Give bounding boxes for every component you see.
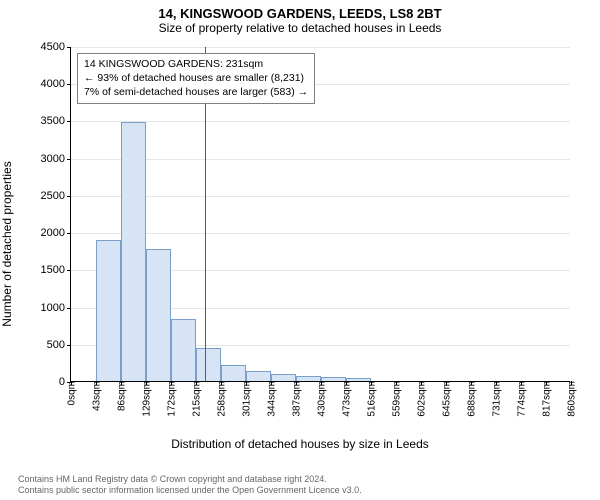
x-tick-label: 817sqm xyxy=(540,381,553,417)
x-tick-label: 43sqm xyxy=(90,381,103,411)
y-tick-label: 500 xyxy=(47,339,71,351)
y-tick-label: 3000 xyxy=(41,153,71,165)
x-tick-label: 731sqm xyxy=(490,381,503,417)
x-tick-label: 645sqm xyxy=(440,381,453,417)
annotation-line1: 14 KINGSWOOD GARDENS: 231sqm xyxy=(84,57,308,71)
x-tick-label: 86sqm xyxy=(115,381,128,411)
gridline xyxy=(71,47,570,48)
histogram-bar xyxy=(221,365,246,381)
histogram-bar xyxy=(246,371,271,381)
y-tick-label: 3500 xyxy=(41,115,71,127)
histogram-bar xyxy=(121,122,146,381)
chart-container: Number of detached properties 0500100015… xyxy=(15,39,585,449)
annotation-line3: 7% of semi-detached houses are larger (5… xyxy=(84,85,308,99)
chart-title-main: 14, KINGSWOOD GARDENS, LEEDS, LS8 2BT xyxy=(0,0,600,21)
x-tick-label: 344sqm xyxy=(265,381,278,417)
x-tick-label: 258sqm xyxy=(215,381,228,417)
x-tick-label: 602sqm xyxy=(415,381,428,417)
y-axis-label: Number of detached properties xyxy=(0,161,14,326)
plot-area: 0500100015002000250030003500400045000sqm… xyxy=(70,47,570,382)
y-tick-label: 1000 xyxy=(41,302,71,314)
x-tick-label: 215sqm xyxy=(190,381,203,417)
x-tick-label: 172sqm xyxy=(165,381,178,417)
y-tick-label: 2500 xyxy=(41,190,71,202)
x-tick-label: 0sqm xyxy=(65,381,78,405)
x-tick-label: 860sqm xyxy=(565,381,578,417)
x-tick-label: 774sqm xyxy=(515,381,528,417)
x-tick-label: 516sqm xyxy=(365,381,378,417)
y-tick-label: 4500 xyxy=(41,41,71,53)
y-tick-label: 2000 xyxy=(41,227,71,239)
x-tick-label: 129sqm xyxy=(140,381,153,417)
x-tick-label: 473sqm xyxy=(340,381,353,417)
x-axis-label: Distribution of detached houses by size … xyxy=(171,437,429,451)
x-tick-label: 559sqm xyxy=(390,381,403,417)
x-tick-label: 387sqm xyxy=(290,381,303,417)
x-tick-label: 430sqm xyxy=(315,381,328,417)
x-tick-label: 688sqm xyxy=(465,381,478,417)
x-tick-label: 301sqm xyxy=(240,381,253,417)
histogram-bar xyxy=(196,348,221,381)
attribution-line2: Contains public sector information licen… xyxy=(18,485,362,496)
attribution-line1: Contains HM Land Registry data © Crown c… xyxy=(18,474,362,485)
y-tick-label: 4000 xyxy=(41,78,71,90)
annotation-box: 14 KINGSWOOD GARDENS: 231sqm ← 93% of de… xyxy=(77,53,315,104)
annotation-line2: ← 93% of detached houses are smaller (8,… xyxy=(84,71,308,85)
histogram-bar xyxy=(146,249,171,381)
attribution-text: Contains HM Land Registry data © Crown c… xyxy=(18,474,362,497)
histogram-bar xyxy=(96,240,121,381)
chart-title-sub: Size of property relative to detached ho… xyxy=(0,21,600,39)
y-tick-label: 1500 xyxy=(41,264,71,276)
histogram-bar xyxy=(271,374,296,381)
histogram-bar xyxy=(171,319,196,381)
